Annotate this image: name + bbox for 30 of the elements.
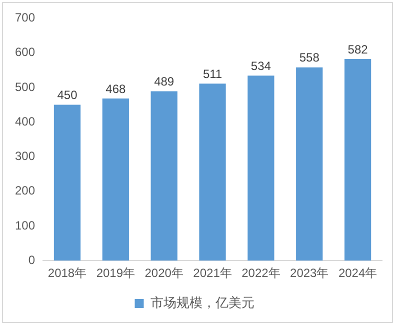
data-label: 468 (106, 82, 126, 96)
data-label: 489 (154, 74, 174, 89)
data-label: 450 (57, 88, 78, 102)
y-tick-label: 0 (28, 252, 36, 267)
y-tick-label: 300 (14, 149, 36, 164)
x-tick-label: 2020年 (144, 266, 184, 280)
data-label: 582 (348, 42, 368, 56)
x-tick-label: 2022年 (242, 266, 280, 280)
x-tick-label: 2018年 (48, 266, 87, 280)
y-tick-label: 400 (14, 114, 36, 128)
legend-label: 市场规模，亿美元 (150, 295, 254, 310)
bar (296, 67, 323, 261)
bar (102, 98, 129, 261)
data-label: 558 (299, 50, 320, 65)
bar (344, 59, 372, 261)
data-label: 511 (202, 66, 222, 81)
x-tick-label: 2019年 (96, 266, 136, 280)
bar (248, 76, 274, 261)
bar (199, 84, 226, 261)
y-tick-label: 500 (14, 80, 36, 94)
y-tick-label: 700 (14, 10, 36, 25)
data-label: 534 (250, 58, 272, 73)
bar (54, 104, 81, 261)
y-tick-label: 600 (14, 45, 36, 60)
bar (150, 91, 178, 261)
y-tick-label: 100 (14, 218, 36, 232)
x-tick-label: 2021年 (193, 266, 232, 280)
x-tick-label: 2024年 (338, 266, 378, 280)
y-tick-label: 200 (14, 184, 36, 198)
x-tick-label: 2023年 (290, 266, 329, 280)
